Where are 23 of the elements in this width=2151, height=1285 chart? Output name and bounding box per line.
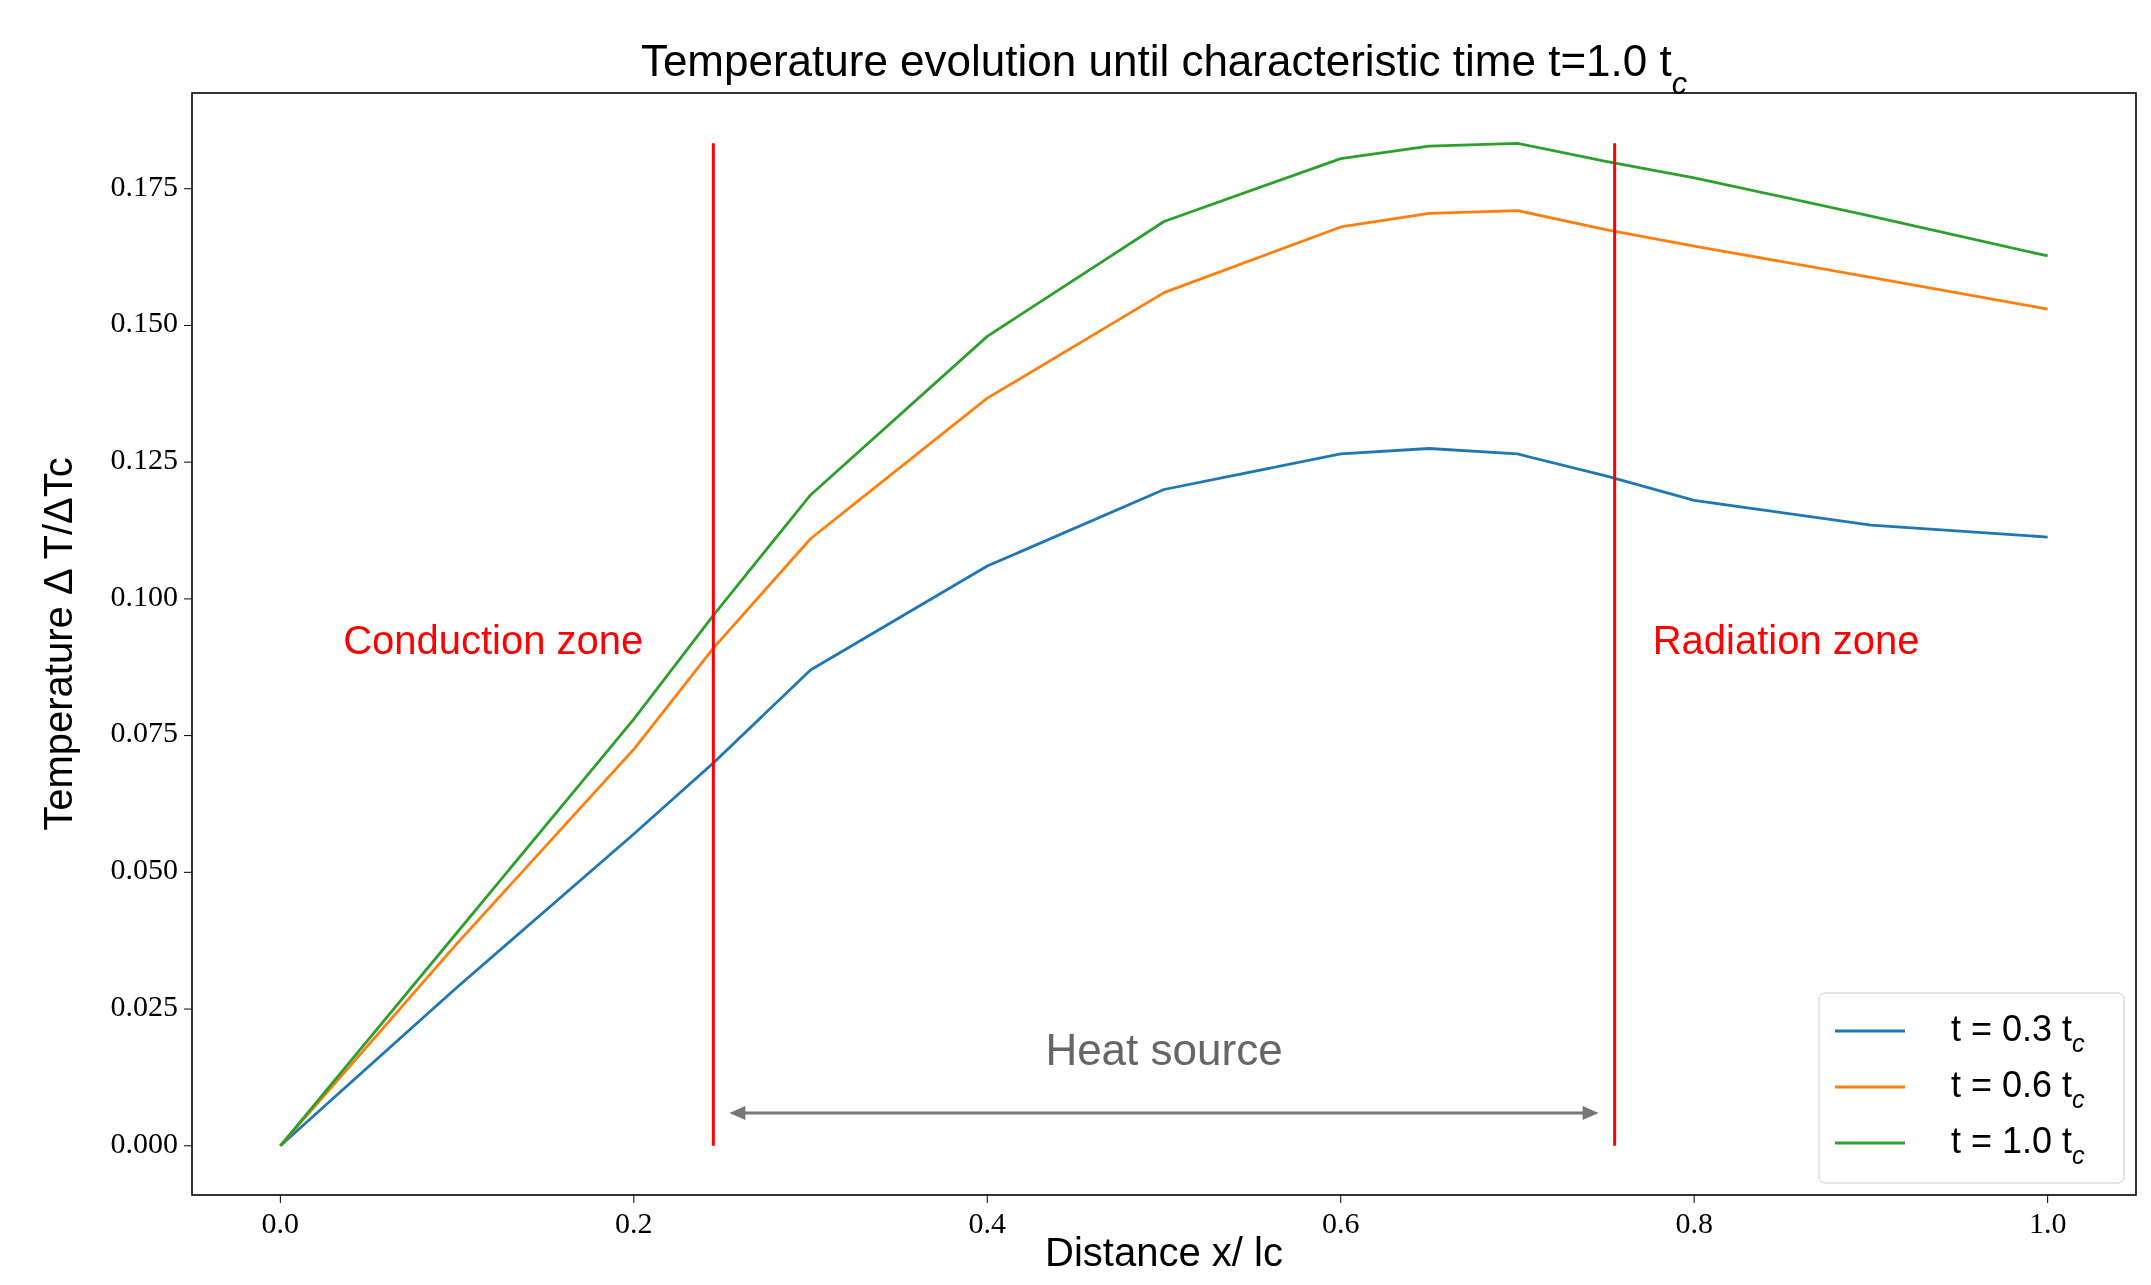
y-tick-label: 0.000 [110,1125,178,1159]
chart-title: Temperature evolution until characteristic time t=1.0 t$_{c}$ [640,36,1688,101]
legend-label: t = 1.0 t$_{c}$ [1951,1119,2086,1169]
y-tick-label: 0.075 [110,715,178,749]
legend-label: t = 0.3 t$_{c}$ [1951,1007,2086,1057]
x-tick-label: 1.0 [2028,1206,2067,1239]
x-axis-title: Distance x/ lc [1045,1230,1283,1274]
annotation: Radiation zone [1652,617,1920,662]
y-tick-label: 0.150 [110,305,178,339]
legend-label: t = 0.6 t$_{c}$ [1951,1063,2086,1113]
x-tick-label: 0.0 [261,1206,300,1239]
y-tick-label: 0.125 [110,442,178,476]
y-tick-label: 0.175 [110,168,178,202]
y-tick-label: 0.025 [110,988,178,1022]
y-tick-label: 0.100 [110,578,178,612]
annotation: Conduction zone [343,617,644,662]
x-tick-label: 0.8 [1675,1206,1713,1239]
y-axis-title: Temperature Δ T/ΔTc [36,457,80,831]
annotation: Heat source [1045,1024,1283,1074]
x-tick-label: 0.6 [1321,1206,1360,1239]
x-tick-label: 0.2 [615,1206,653,1239]
y-tick-label: 0.050 [110,852,178,886]
x-tick-label: 0.4 [968,1206,1007,1239]
